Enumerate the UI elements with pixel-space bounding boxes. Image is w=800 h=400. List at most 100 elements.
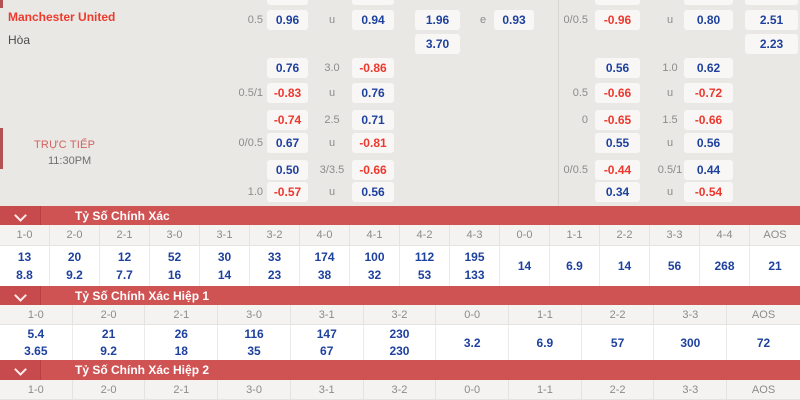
- score-odd-value[interactable]: 9.2: [66, 268, 83, 282]
- odds-value-box[interactable]: 0.55: [595, 133, 640, 153]
- score-odd-value[interactable]: 195: [464, 250, 485, 264]
- score-odds-cell[interactable]: 30 14: [200, 246, 250, 286]
- collapse-chevron-icon[interactable]: [0, 360, 41, 380]
- odds-value-box[interactable]: -0.66: [352, 160, 394, 180]
- score-odd-value[interactable]: 9.2: [100, 343, 117, 358]
- odds-value-box[interactable]: -0.72: [684, 83, 733, 103]
- odds-value-box[interactable]: -0.74: [267, 110, 308, 130]
- odds-value-box[interactable]: 0.80: [684, 10, 733, 30]
- score-odd-value[interactable]: 16: [167, 268, 182, 282]
- score-odds-cell[interactable]: 195 133: [450, 246, 500, 286]
- odds-value-box[interactable]: 0.71: [352, 110, 394, 130]
- section-header-bar[interactable]: Tỷ Số Chính Xác Hiệp 2: [0, 360, 800, 380]
- odds-value-box[interactable]: 0.56: [595, 58, 640, 78]
- odds-value-box[interactable]: -0.66: [684, 110, 733, 130]
- score-odd-value[interactable]: 133: [464, 268, 485, 282]
- odds-value-box[interactable]: 0.34: [595, 182, 640, 202]
- score-odds-cell[interactable]: 33 23: [250, 246, 300, 286]
- score-odds-cell[interactable]: 52 16: [150, 246, 200, 286]
- score-odd-value[interactable]: 26: [174, 327, 188, 342]
- score-odds-cell[interactable]: 21 9.2: [73, 325, 146, 360]
- odds-value-box[interactable]: -0.83: [267, 83, 308, 103]
- score-odd-value[interactable]: 300: [680, 335, 701, 350]
- score-odds-cell[interactable]: 268: [700, 246, 750, 286]
- odds-value-box[interactable]: 1.96: [415, 10, 460, 30]
- score-odds-cell[interactable]: 12 7.7: [100, 246, 150, 286]
- odds-value-box[interactable]: 0.76: [267, 58, 308, 78]
- score-odds-cell[interactable]: 6.9: [550, 246, 600, 286]
- score-odd-value[interactable]: 12: [117, 250, 132, 264]
- score-odd-value[interactable]: 18: [174, 343, 188, 358]
- odds-value-box[interactable]: 3.70: [415, 34, 460, 54]
- score-odds-cell[interactable]: 57: [582, 325, 655, 360]
- score-odds-cell[interactable]: 14: [600, 246, 650, 286]
- score-odd-value[interactable]: 174: [314, 250, 335, 264]
- score-odds-cell[interactable]: 6.9: [509, 325, 582, 360]
- score-odd-value[interactable]: 147: [316, 327, 337, 342]
- odds-value-box[interactable]: -0.54: [684, 182, 733, 202]
- score-odds-cell[interactable]: 100 32: [350, 246, 400, 286]
- odds-value-box[interactable]: 0.44: [684, 160, 733, 180]
- score-odds-cell[interactable]: 21: [750, 246, 800, 286]
- score-odd-value[interactable]: 21: [101, 327, 116, 342]
- odds-value-box[interactable]: -0.81: [352, 133, 394, 153]
- score-odd-value[interactable]: 30: [217, 250, 232, 264]
- score-odds-cell[interactable]: 116 35: [218, 325, 291, 360]
- odds-value-box[interactable]: 0.56: [684, 133, 733, 153]
- score-odds-cell[interactable]: 13 8.8: [0, 246, 50, 286]
- score-odd-value[interactable]: 38: [317, 268, 332, 282]
- score-odd-value[interactable]: 116: [244, 327, 264, 342]
- odds-value-box[interactable]: 2.23: [745, 34, 798, 54]
- score-odds-cell[interactable]: 230 230: [364, 325, 437, 360]
- score-odd-value[interactable]: 6.9: [536, 335, 554, 350]
- score-odd-value[interactable]: 32: [367, 268, 382, 282]
- odds-value-box[interactable]: -0.96: [595, 10, 640, 30]
- score-odd-value[interactable]: 67: [320, 343, 334, 358]
- odds-value-box[interactable]: 2.51: [745, 10, 798, 30]
- score-odd-value[interactable]: 23: [267, 268, 282, 282]
- score-odds-cell[interactable]: 112 53: [400, 246, 450, 286]
- odds-value-box[interactable]: 0.94: [352, 10, 394, 30]
- section-header-bar[interactable]: Tỷ Số Chính Xác: [0, 206, 800, 225]
- score-odd-value[interactable]: 6.9: [566, 259, 583, 273]
- odds-value-box[interactable]: 0.62: [684, 58, 733, 78]
- score-odds-cell[interactable]: 14: [500, 246, 550, 286]
- score-odd-value[interactable]: 56: [667, 259, 682, 273]
- score-odd-value[interactable]: 230: [389, 343, 410, 358]
- score-odd-value[interactable]: 53: [417, 268, 432, 282]
- collapse-chevron-icon[interactable]: [0, 206, 41, 225]
- score-odd-value[interactable]: 57: [610, 335, 625, 350]
- score-odd-value[interactable]: 8.8: [16, 268, 33, 282]
- score-odds-cell[interactable]: 300: [654, 325, 728, 360]
- score-odds-cell[interactable]: 56: [650, 246, 700, 286]
- odds-value-box[interactable]: 0.50: [267, 160, 308, 180]
- score-odds-cell[interactable]: 20 9.2: [50, 246, 100, 286]
- score-odd-value[interactable]: 100: [364, 250, 385, 264]
- score-odds-cell[interactable]: 72: [727, 325, 800, 360]
- score-odd-value[interactable]: 3.2: [463, 335, 481, 350]
- odds-value-box[interactable]: -0.65: [595, 110, 640, 130]
- odds-value-box[interactable]: -0.66: [595, 83, 640, 103]
- score-odd-value[interactable]: 52: [167, 250, 182, 264]
- score-odd-value[interactable]: 5.4: [27, 327, 45, 342]
- score-odd-value[interactable]: 14: [217, 268, 232, 282]
- score-odd-value[interactable]: 72: [756, 335, 771, 350]
- odds-value-box[interactable]: 0.76: [352, 83, 394, 103]
- score-odd-value[interactable]: 14: [517, 259, 532, 273]
- collapse-chevron-icon[interactable]: [0, 286, 41, 305]
- score-odd-value[interactable]: 21: [768, 259, 782, 273]
- section-header-bar[interactable]: Tỷ Số Chính Xác Hiệp 1: [0, 286, 800, 305]
- odds-value-box[interactable]: 0.93: [494, 10, 534, 30]
- score-odds-cell[interactable]: 174 38: [300, 246, 350, 286]
- odds-value-box[interactable]: 0.67: [267, 133, 308, 153]
- score-odd-value[interactable]: 35: [247, 343, 261, 358]
- score-odd-value[interactable]: 7.7: [116, 268, 133, 282]
- odds-value-box[interactable]: 0.96: [267, 10, 308, 30]
- score-odds-cell[interactable]: 26 18: [145, 325, 219, 360]
- score-odds-cell[interactable]: 147 67: [291, 325, 364, 360]
- score-odd-value[interactable]: 112: [414, 250, 435, 264]
- score-odd-value[interactable]: 13: [17, 250, 32, 264]
- odds-value-box[interactable]: -0.57: [267, 182, 308, 202]
- score-odds-cell[interactable]: 5.4 3.65: [0, 325, 73, 360]
- score-odd-value[interactable]: 20: [67, 250, 82, 264]
